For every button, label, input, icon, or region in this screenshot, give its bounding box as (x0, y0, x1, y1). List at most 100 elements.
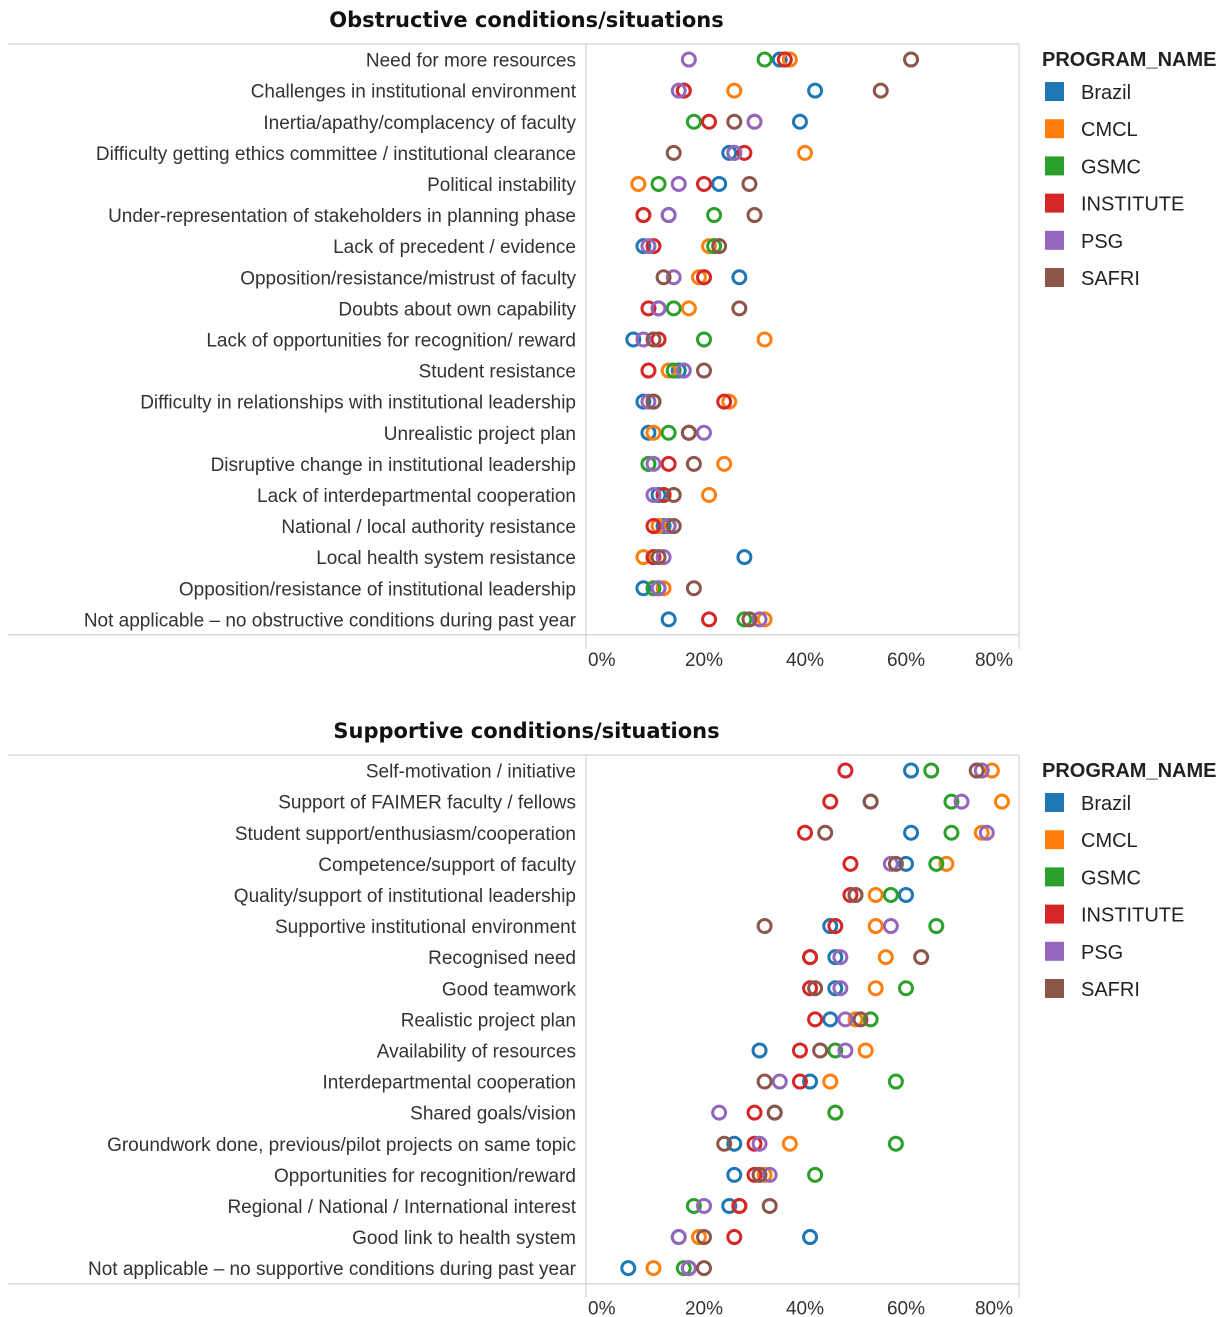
category-label: Inertia/apathy/complacency of faculty (263, 113, 576, 134)
data-point-psg (746, 113, 763, 130)
legend-swatch-safri (1045, 268, 1064, 287)
data-point-safri (862, 793, 879, 810)
data-point-psg (670, 1229, 687, 1246)
data-point-institute (701, 611, 718, 628)
data-point-safri (645, 393, 662, 410)
category-label: Unrealistic project plan (384, 424, 576, 445)
data-point-psg (640, 238, 657, 255)
legend-label: GSMC (1081, 156, 1141, 178)
data-point-safri (968, 762, 985, 779)
data-point-safri (665, 486, 682, 503)
data-point-institute (645, 518, 662, 535)
category-label: Interdepartmental cooperation (323, 1073, 577, 1094)
legend-swatch-brazil (1045, 793, 1064, 812)
category-label: National / local authority resistance (281, 517, 576, 538)
data-point-psg (696, 424, 712, 441)
data-point-institute (802, 949, 819, 966)
data-point-institute (701, 113, 718, 130)
data-point-institute (802, 980, 819, 997)
category-label: Supportive institutional environment (275, 917, 577, 938)
legend-label: SAFRI (1081, 979, 1140, 1001)
category-label: Good teamwork (442, 979, 577, 1000)
data-point-cmcl (690, 269, 707, 286)
data-point-safri (872, 82, 889, 99)
x-tick-label: 60% (887, 650, 925, 671)
data-point-brazil (635, 238, 652, 255)
category-label: Recognised need (428, 948, 576, 969)
data-point-cmcl (660, 362, 677, 379)
x-tick-label: 80% (975, 650, 1013, 671)
data-point-institute (797, 824, 813, 841)
legend-title: PROGRAM_NAME (1042, 760, 1216, 782)
category-label: Support of FAIMER faculty / fellows (278, 793, 576, 814)
legend-label: PSG (1081, 942, 1123, 964)
category-label: Opposition/resistance/mistrust of facult… (240, 268, 576, 289)
data-point-safri (696, 362, 712, 379)
legend-swatch-psg (1045, 230, 1064, 250)
category-label: Challenges in institutional environment (251, 82, 577, 103)
category-label: Regional / National / International inte… (227, 1197, 576, 1218)
data-point-psg (978, 824, 995, 841)
legend-swatch-cmcl (1045, 830, 1064, 850)
data-point-psg (973, 762, 990, 779)
legend: PROGRAM_NAME Brazil CMCL GSMC INSTITUTE PSG SA… (1042, 49, 1216, 290)
data-point-brazil (827, 980, 844, 997)
data-point-cmcl (726, 82, 743, 99)
data-point-institute (655, 486, 672, 503)
category-label: Not applicable – no obstructive conditio… (84, 610, 577, 631)
data-point-institute (645, 238, 662, 255)
data-point-brazil (635, 580, 652, 597)
data-point-brazil (898, 886, 914, 903)
data-point-safri (741, 175, 758, 192)
data-point-psg (650, 300, 667, 317)
data-point-gsmc (706, 207, 723, 224)
data-point-psg (680, 1260, 697, 1277)
data-point-brazil (640, 424, 657, 441)
chart-title: Obstructive conditions/situations (329, 8, 723, 32)
data-point-safri (807, 980, 824, 997)
data-point-brazil (903, 762, 920, 779)
data-point-safri (655, 269, 672, 286)
data-point-brazil (655, 518, 672, 535)
data-point-institute (635, 207, 652, 224)
data-point-psg (660, 518, 677, 535)
data-point-psg (837, 1042, 854, 1059)
data-point-cmcl (721, 393, 738, 410)
data-point-brazil (625, 331, 642, 348)
data-point-gsmc (706, 238, 723, 255)
data-point-psg (645, 455, 662, 472)
data-point-gsmc (756, 51, 773, 68)
data-point-cmcl (655, 580, 672, 597)
category-label: Opposition/resistance of institutional l… (179, 579, 576, 600)
data-point-gsmc (665, 300, 682, 317)
data-point-safri (812, 1042, 829, 1059)
data-point-institute (640, 362, 657, 379)
data-point-brazil (721, 1197, 738, 1214)
data-point-safri (726, 113, 743, 130)
data-point-institute (716, 393, 733, 410)
data-point-safri (680, 424, 697, 441)
category-label: Disruptive change in institutional leade… (211, 455, 576, 476)
data-point-safri (746, 207, 763, 224)
data-point-safri (665, 144, 682, 161)
category-label: Competence/support of faculty (318, 855, 576, 876)
data-point-cmcl (797, 144, 813, 161)
data-point-brazil (736, 549, 753, 566)
data-point-safri (665, 518, 682, 535)
data-point-safri (696, 1229, 712, 1246)
category-label: Lack of interdepartmental cooperation (257, 486, 576, 507)
data-point-cmcl (857, 1042, 874, 1059)
data-point-cmcl (973, 824, 990, 841)
data-point-psg (711, 1104, 728, 1121)
data-point-safri (756, 918, 773, 935)
legend-swatch-psg (1045, 941, 1064, 961)
data-point-safri (685, 580, 702, 597)
x-tick-label: 80% (975, 1299, 1013, 1317)
data-point-psg (882, 918, 899, 935)
data-point-gsmc (862, 1011, 879, 1028)
data-point-brazil (711, 175, 728, 192)
data-point-gsmc (827, 1104, 844, 1121)
data-point-institute (696, 175, 712, 192)
x-tick-label: 40% (786, 650, 824, 671)
